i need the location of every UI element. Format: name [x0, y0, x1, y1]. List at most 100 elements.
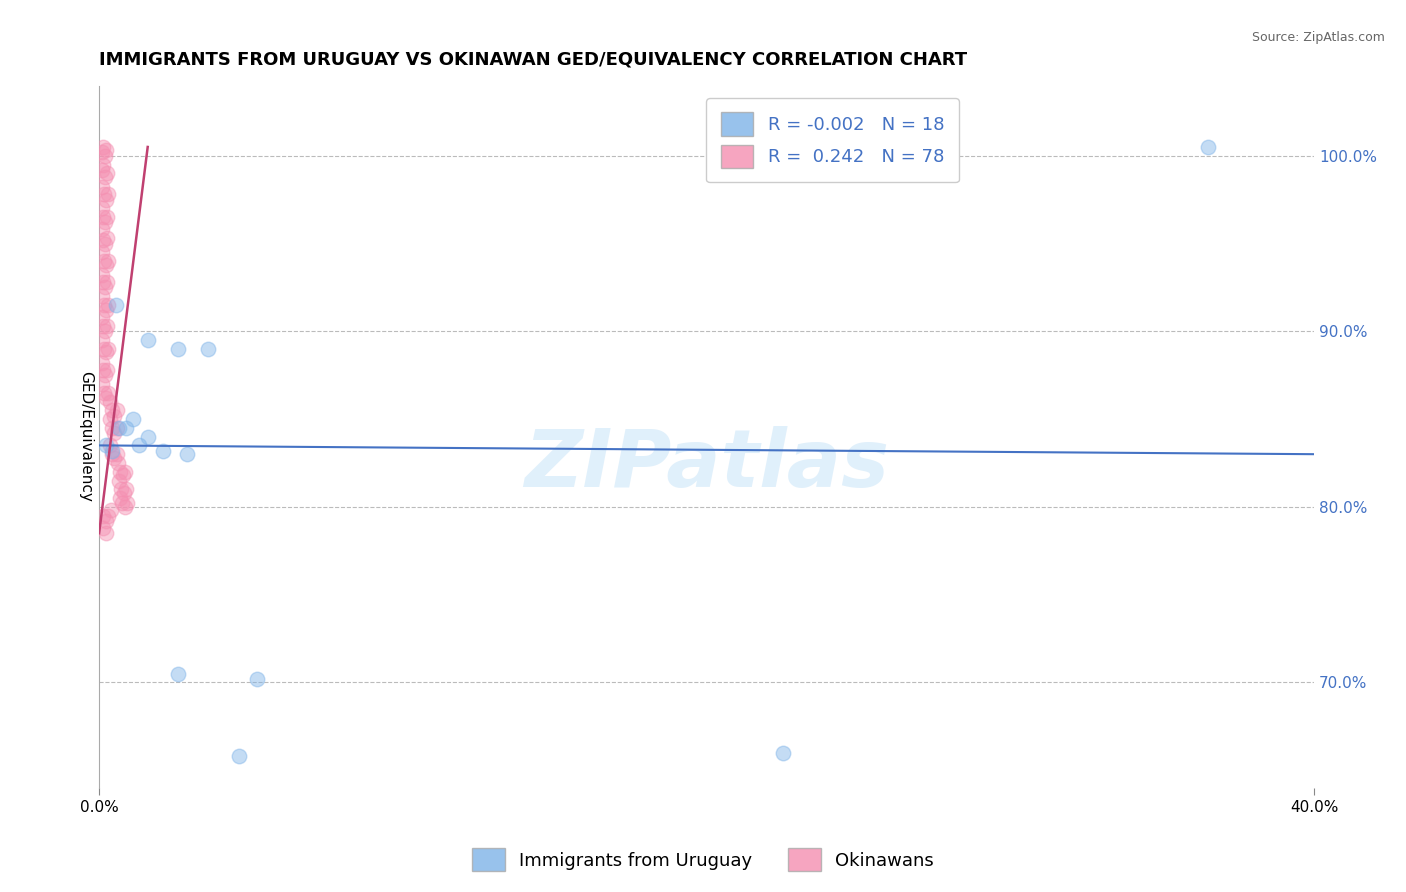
Point [93, 210, 115, 224]
Point [90, 268, 112, 282]
Point [121, 412, 143, 426]
Point [98, 394, 121, 409]
Point [136, 429, 159, 443]
Point [108, 491, 131, 505]
Point [94, 193, 117, 207]
Point [93, 298, 115, 312]
Point [94, 236, 117, 251]
Point [103, 409, 125, 423]
Point [94, 345, 117, 359]
Point [103, 450, 125, 465]
Point [93, 233, 115, 247]
Point [1197, 140, 1219, 154]
Point [93, 521, 115, 535]
Point [97, 385, 120, 400]
Point [90, 145, 112, 160]
Legend: R = -0.002   N = 18, R =  0.242   N = 78: R = -0.002 N = 18, R = 0.242 N = 78 [706, 98, 959, 182]
Point [246, 672, 269, 686]
Point [100, 503, 122, 517]
Point [94, 526, 117, 541]
Legend: Immigrants from Uruguay, Okinawans: Immigrants from Uruguay, Okinawans [465, 841, 941, 879]
Point [114, 465, 136, 479]
Point [115, 421, 138, 435]
Point [93, 342, 115, 356]
Point [115, 483, 138, 497]
Point [101, 403, 124, 417]
Point [94, 391, 117, 405]
Point [93, 275, 115, 289]
Point [93, 149, 115, 163]
Point [93, 319, 115, 334]
Point [94, 303, 117, 318]
Point [91, 376, 114, 391]
Y-axis label: GED/Equivalency: GED/Equivalency [79, 371, 93, 502]
Point [111, 496, 134, 510]
Point [228, 749, 250, 764]
Point [114, 500, 136, 514]
Text: IMMIGRANTS FROM URUGUAY VS OKINAWAN GED/EQUIVALENCY CORRELATION CHART: IMMIGRANTS FROM URUGUAY VS OKINAWAN GED/… [98, 51, 967, 69]
Point [90, 202, 112, 216]
Point [94, 514, 117, 528]
Point [90, 310, 112, 325]
Point [104, 298, 127, 312]
Point [101, 421, 124, 435]
Point [101, 447, 124, 461]
Point [98, 412, 121, 426]
Point [93, 254, 115, 268]
Text: Source: ZipAtlas.com: Source: ZipAtlas.com [1251, 31, 1385, 45]
Point [96, 275, 118, 289]
Point [91, 180, 114, 194]
Point [97, 298, 120, 312]
Point [91, 289, 114, 303]
Point [91, 140, 114, 154]
Point [128, 438, 150, 452]
Point [96, 363, 118, 377]
Text: ZIPatlas: ZIPatlas [524, 425, 889, 504]
Point [93, 363, 115, 377]
Point [115, 496, 138, 510]
Point [97, 342, 120, 356]
Point [772, 746, 794, 760]
Point [152, 443, 174, 458]
Point [101, 443, 124, 458]
Point [110, 483, 132, 497]
Point [93, 157, 115, 171]
Point [167, 666, 190, 681]
Point [94, 368, 117, 383]
Point [108, 421, 131, 435]
Point [136, 333, 159, 347]
Point [167, 342, 190, 356]
Point [105, 421, 128, 435]
Point [98, 438, 121, 452]
Point [97, 508, 120, 523]
Point [110, 465, 132, 479]
Point [90, 356, 112, 370]
Point [94, 258, 117, 272]
Point [91, 245, 114, 260]
Point [96, 166, 118, 180]
Point [112, 485, 135, 500]
Point [105, 403, 128, 417]
Point [107, 456, 129, 470]
Point [93, 385, 115, 400]
Point [90, 222, 112, 236]
Point [96, 210, 118, 224]
Point [94, 280, 117, 294]
Point [197, 342, 219, 356]
Point [91, 333, 114, 347]
Point [94, 169, 117, 184]
Point [96, 319, 118, 334]
Point [103, 426, 125, 441]
Point [93, 187, 115, 202]
Point [96, 231, 118, 245]
Point [94, 215, 117, 229]
Point [108, 474, 131, 488]
Point [97, 187, 120, 202]
Point [105, 447, 128, 461]
Point [94, 438, 117, 452]
Point [93, 508, 115, 523]
Point [94, 144, 117, 158]
Point [94, 324, 117, 338]
Point [111, 468, 134, 483]
Point [97, 254, 120, 268]
